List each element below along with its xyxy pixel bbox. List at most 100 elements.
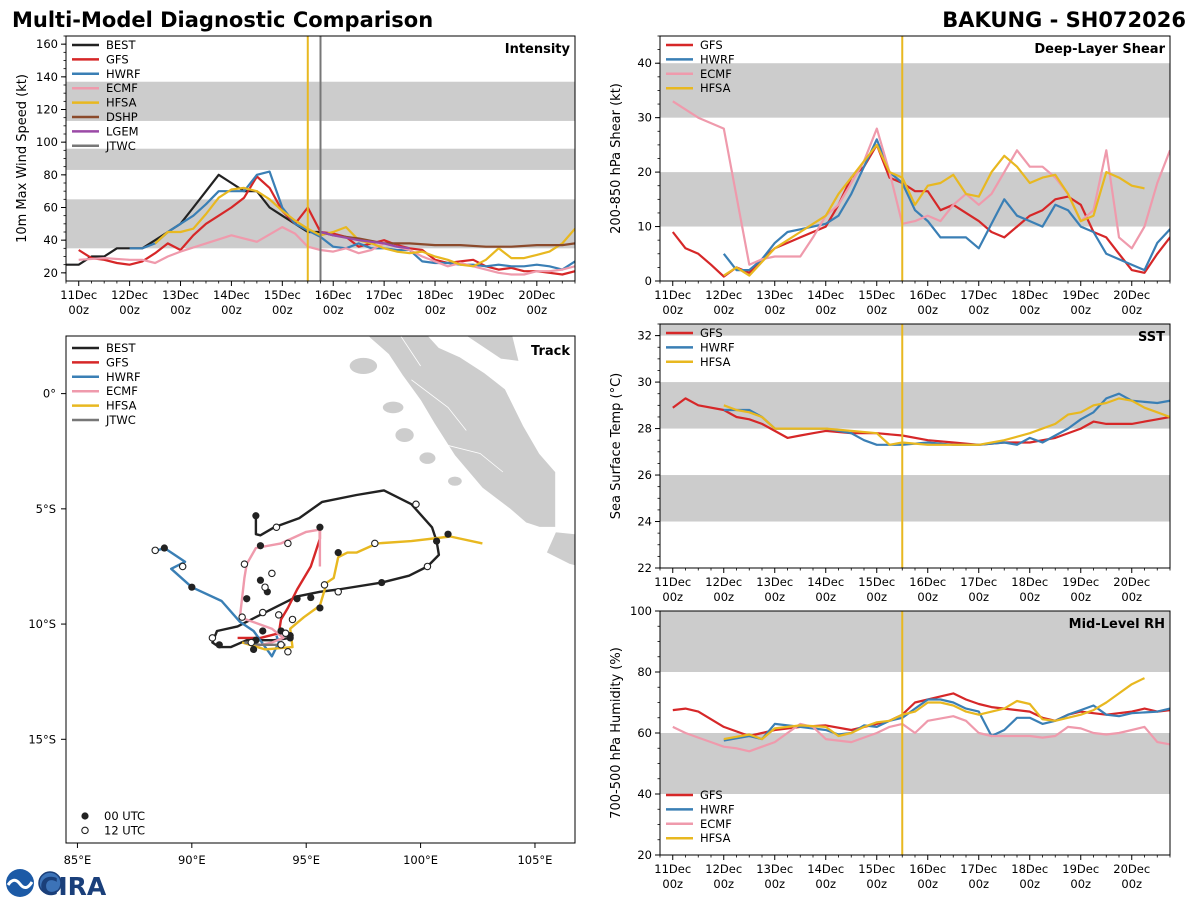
legend-label-hfsa: HFSA [106,399,137,413]
marker-00z [215,641,223,649]
marker-12z [412,500,420,508]
marker-12z [247,638,256,647]
legend-label-jtwc: JTWC [105,413,136,427]
y-tick-label: 160 [36,37,58,51]
marker-00z [334,549,342,557]
x-tick-label: 00z [713,303,734,317]
x-tick-label: 19Dec [467,288,504,302]
marker-12z [268,569,276,578]
x-tick-label: 15Dec [264,288,301,302]
series-line-dshp [320,230,575,248]
x-tick-label: 00z [1121,303,1142,317]
legend-label-hwrf: HWRF [106,370,141,384]
legend-label-gfs: GFS [700,788,723,802]
x-tick-label: 00z [662,590,683,604]
x-tick-label: 19Dec [1062,862,1099,876]
province-border [400,336,421,367]
x-tick-label: 00z [713,877,734,891]
y-tick-label: 10 [637,220,652,234]
lon-tick-label: 95°E [292,853,320,867]
marker-12z [208,634,217,642]
x-tick-label: 00z [713,590,734,604]
marker-12z [258,608,267,617]
x-tick-label: 12Dec [111,288,148,302]
legend-label-ecmf: ECMF [106,81,138,95]
series-line-hfsa [723,677,1145,741]
x-tick-label: 13Dec [756,862,793,876]
x-tick-label: 18Dec [417,288,454,302]
x-tick-label: 00z [662,877,683,891]
lat-tick-label: 10°S [28,617,56,631]
x-tick-label: 00z [815,877,836,891]
marker-12z [275,611,283,619]
series-line-best [66,173,321,266]
marker-12z [284,647,292,656]
legend-label-hwrf: HWRF [700,802,735,816]
legend-label-hfsa: HFSA [106,96,137,110]
x-tick-label: 00z [764,590,785,604]
intensity-panel: 11Dec00z12Dec00z13Dec00z14Dec00z15Dec00z… [15,35,576,317]
x-tick-label: 16Dec [909,288,946,302]
cira-globe-icon [38,871,62,895]
x-tick-label: 14Dec [807,575,844,589]
legend-label-hwrf: HWRF [700,52,735,66]
x-tick-label: 00z [1019,590,1040,604]
x-tick-label: 00z [764,303,785,317]
x-tick-label: 00z [272,303,293,317]
malay-land [465,336,520,362]
x-tick-label: 17Dec [960,288,997,302]
series-line-ecmf [672,100,1170,266]
figure-title: Multi-Model Diagnostic Comparison [12,8,433,32]
x-tick-label: 00z [866,303,887,317]
series-line-ecmf [672,715,1170,753]
offshore-island [382,401,404,414]
x-tick-label: 13Dec [756,575,793,589]
legend-label-hfsa: HFSA [700,81,731,95]
x-tick-label: 17Dec [960,575,997,589]
track-line-ecmf [238,528,322,649]
y-tick-label: 22 [637,561,652,575]
marker-12z [261,583,269,591]
y-tick-label: 120 [36,103,58,117]
x-tick-label: 15Dec [858,575,895,589]
x-tick-label: 00z [1070,303,1091,317]
y-tick-label: 40 [637,56,652,70]
x-tick-label: 14Dec [807,288,844,302]
series-line-hfsa [723,397,1170,446]
legend-label-00z: 00 UTC [104,809,145,823]
plot-frame [659,610,1171,856]
shaded-band [660,63,1170,118]
lon-tick-label: 90°E [178,853,206,867]
marker-00z [160,544,168,552]
panel-title: Deep-Layer Shear [1034,42,1165,57]
legend-label-ecmf: ECMF [106,384,138,398]
y-tick-label: 80 [637,665,652,679]
x-tick-label: 00z [866,590,887,604]
x-tick-label: 16Dec [909,575,946,589]
marker-00z [444,530,452,538]
x-tick-label: 14Dec [213,288,250,302]
marker-12z [371,539,379,548]
x-tick-label: 00z [662,303,683,317]
marker-12z [151,546,159,555]
x-tick-label: 00z [917,303,938,317]
x-tick-label: 00z [119,303,140,317]
rh-panel: 11Dec00z12Dec00z13Dec00z14Dec00z15Dec00z… [609,604,1171,891]
x-tick-label: 00z [917,877,938,891]
tracks-layer [151,489,483,658]
x-tick-label: 11Dec [654,288,691,302]
panel-title: Intensity [505,42,571,57]
marker-00z [286,634,294,642]
x-tick-label: 00z [526,303,547,317]
x-tick-label: 12Dec [705,288,742,302]
y-tick-label: 40 [43,233,58,247]
y-axis-label: 200-850 hPa Shear (kt) [609,83,624,234]
y-tick-label: 30 [637,375,652,389]
legend-marker-00z [81,812,89,820]
storm-id: BAKUNG - SH072026 [942,8,1186,32]
shaded-band [660,382,1170,429]
y-tick-label: 28 [637,422,652,436]
shaded-band [660,475,1170,522]
marker-00z [252,512,260,520]
x-tick-label: 00z [764,877,785,891]
